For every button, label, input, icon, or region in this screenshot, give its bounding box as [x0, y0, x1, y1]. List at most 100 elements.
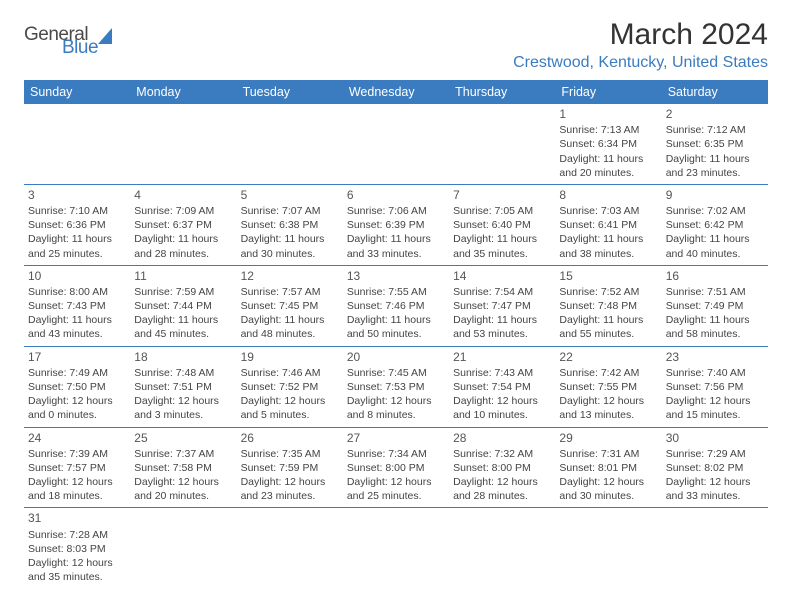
daylight-text: Daylight: 12 hours and 5 minutes. — [241, 394, 339, 422]
sunset-text: Sunset: 6:41 PM — [559, 218, 657, 232]
sunset-text: Sunset: 7:51 PM — [134, 380, 232, 394]
sunset-text: Sunset: 7:44 PM — [134, 299, 232, 313]
daylight-text: Daylight: 12 hours and 3 minutes. — [134, 394, 232, 422]
sunrise-text: Sunrise: 7:06 AM — [347, 204, 445, 218]
calendar-cell: 24Sunrise: 7:39 AMSunset: 7:57 PMDayligh… — [24, 427, 130, 508]
calendar-cell — [343, 104, 449, 184]
sunset-text: Sunset: 8:02 PM — [666, 461, 764, 475]
calendar-cell: 2Sunrise: 7:12 AMSunset: 6:35 PMDaylight… — [662, 104, 768, 184]
calendar-cell — [555, 508, 661, 588]
location-text: Crestwood, Kentucky, United States — [513, 54, 768, 72]
day-number: 12 — [241, 268, 339, 284]
day-number: 28 — [453, 430, 551, 446]
daylight-text: Daylight: 12 hours and 15 minutes. — [666, 394, 764, 422]
weekday-header-row: Sunday Monday Tuesday Wednesday Thursday… — [24, 80, 768, 104]
calendar-cell — [343, 508, 449, 588]
calendar-cell: 21Sunrise: 7:43 AMSunset: 7:54 PMDayligh… — [449, 346, 555, 427]
daylight-text: Daylight: 11 hours and 45 minutes. — [134, 313, 232, 341]
day-number: 4 — [134, 187, 232, 203]
daylight-text: Daylight: 11 hours and 38 minutes. — [559, 232, 657, 260]
calendar-cell — [449, 104, 555, 184]
daylight-text: Daylight: 11 hours and 58 minutes. — [666, 313, 764, 341]
sunset-text: Sunset: 7:43 PM — [28, 299, 126, 313]
calendar-row: 10Sunrise: 8:00 AMSunset: 7:43 PMDayligh… — [24, 265, 768, 346]
weekday-header: Wednesday — [343, 80, 449, 104]
calendar-cell: 1Sunrise: 7:13 AMSunset: 6:34 PMDaylight… — [555, 104, 661, 184]
day-number: 3 — [28, 187, 126, 203]
calendar-cell: 26Sunrise: 7:35 AMSunset: 7:59 PMDayligh… — [237, 427, 343, 508]
calendar-row: 1Sunrise: 7:13 AMSunset: 6:34 PMDaylight… — [24, 104, 768, 184]
calendar-cell: 9Sunrise: 7:02 AMSunset: 6:42 PMDaylight… — [662, 184, 768, 265]
calendar-cell: 25Sunrise: 7:37 AMSunset: 7:58 PMDayligh… — [130, 427, 236, 508]
sunrise-text: Sunrise: 7:57 AM — [241, 285, 339, 299]
calendar-cell: 10Sunrise: 8:00 AMSunset: 7:43 PMDayligh… — [24, 265, 130, 346]
calendar-cell: 12Sunrise: 7:57 AMSunset: 7:45 PMDayligh… — [237, 265, 343, 346]
calendar-row: 24Sunrise: 7:39 AMSunset: 7:57 PMDayligh… — [24, 427, 768, 508]
calendar-cell: 29Sunrise: 7:31 AMSunset: 8:01 PMDayligh… — [555, 427, 661, 508]
sunrise-text: Sunrise: 7:03 AM — [559, 204, 657, 218]
calendar-cell: 6Sunrise: 7:06 AMSunset: 6:39 PMDaylight… — [343, 184, 449, 265]
sunset-text: Sunset: 7:57 PM — [28, 461, 126, 475]
calendar-cell: 4Sunrise: 7:09 AMSunset: 6:37 PMDaylight… — [130, 184, 236, 265]
daylight-text: Daylight: 12 hours and 8 minutes. — [347, 394, 445, 422]
daylight-text: Daylight: 11 hours and 55 minutes. — [559, 313, 657, 341]
page-title: March 2024 — [513, 18, 768, 52]
calendar-cell: 27Sunrise: 7:34 AMSunset: 8:00 PMDayligh… — [343, 427, 449, 508]
day-number: 11 — [134, 268, 232, 284]
sunrise-text: Sunrise: 7:48 AM — [134, 366, 232, 380]
day-number: 6 — [347, 187, 445, 203]
sunset-text: Sunset: 8:01 PM — [559, 461, 657, 475]
daylight-text: Daylight: 11 hours and 48 minutes. — [241, 313, 339, 341]
sunrise-text: Sunrise: 7:46 AM — [241, 366, 339, 380]
sunrise-text: Sunrise: 8:00 AM — [28, 285, 126, 299]
sunrise-text: Sunrise: 7:29 AM — [666, 447, 764, 461]
sunrise-text: Sunrise: 7:09 AM — [134, 204, 232, 218]
calendar-cell — [662, 508, 768, 588]
day-number: 2 — [666, 106, 764, 122]
calendar-cell — [130, 104, 236, 184]
daylight-text: Daylight: 11 hours and 30 minutes. — [241, 232, 339, 260]
calendar-cell: 18Sunrise: 7:48 AMSunset: 7:51 PMDayligh… — [130, 346, 236, 427]
day-number: 10 — [28, 268, 126, 284]
daylight-text: Daylight: 11 hours and 43 minutes. — [28, 313, 126, 341]
day-number: 21 — [453, 349, 551, 365]
sunrise-text: Sunrise: 7:28 AM — [28, 528, 126, 542]
sunrise-text: Sunrise: 7:43 AM — [453, 366, 551, 380]
daylight-text: Daylight: 12 hours and 18 minutes. — [28, 475, 126, 503]
day-number: 14 — [453, 268, 551, 284]
sunset-text: Sunset: 7:48 PM — [559, 299, 657, 313]
sunset-text: Sunset: 6:34 PM — [559, 137, 657, 151]
calendar-cell: 19Sunrise: 7:46 AMSunset: 7:52 PMDayligh… — [237, 346, 343, 427]
sunset-text: Sunset: 6:42 PM — [666, 218, 764, 232]
sunrise-text: Sunrise: 7:55 AM — [347, 285, 445, 299]
weekday-header: Sunday — [24, 80, 130, 104]
daylight-text: Daylight: 12 hours and 25 minutes. — [347, 475, 445, 503]
sunrise-text: Sunrise: 7:10 AM — [28, 204, 126, 218]
sunrise-text: Sunrise: 7:37 AM — [134, 447, 232, 461]
calendar-row: 17Sunrise: 7:49 AMSunset: 7:50 PMDayligh… — [24, 346, 768, 427]
calendar-cell — [130, 508, 236, 588]
sunset-text: Sunset: 6:35 PM — [666, 137, 764, 151]
daylight-text: Daylight: 12 hours and 20 minutes. — [134, 475, 232, 503]
sunrise-text: Sunrise: 7:40 AM — [666, 366, 764, 380]
weekday-header: Saturday — [662, 80, 768, 104]
weekday-header: Tuesday — [237, 80, 343, 104]
sunset-text: Sunset: 7:56 PM — [666, 380, 764, 394]
calendar-cell: 22Sunrise: 7:42 AMSunset: 7:55 PMDayligh… — [555, 346, 661, 427]
sunset-text: Sunset: 6:40 PM — [453, 218, 551, 232]
day-number: 23 — [666, 349, 764, 365]
sunrise-text: Sunrise: 7:59 AM — [134, 285, 232, 299]
day-number: 22 — [559, 349, 657, 365]
sunset-text: Sunset: 8:00 PM — [453, 461, 551, 475]
daylight-text: Daylight: 11 hours and 50 minutes. — [347, 313, 445, 341]
sunrise-text: Sunrise: 7:54 AM — [453, 285, 551, 299]
calendar-cell: 23Sunrise: 7:40 AMSunset: 7:56 PMDayligh… — [662, 346, 768, 427]
calendar-cell: 17Sunrise: 7:49 AMSunset: 7:50 PMDayligh… — [24, 346, 130, 427]
daylight-text: Daylight: 12 hours and 35 minutes. — [28, 556, 126, 584]
sunset-text: Sunset: 7:54 PM — [453, 380, 551, 394]
daylight-text: Daylight: 11 hours and 28 minutes. — [134, 232, 232, 260]
sunrise-text: Sunrise: 7:42 AM — [559, 366, 657, 380]
calendar-cell: 3Sunrise: 7:10 AMSunset: 6:36 PMDaylight… — [24, 184, 130, 265]
sunset-text: Sunset: 7:50 PM — [28, 380, 126, 394]
sunrise-text: Sunrise: 7:07 AM — [241, 204, 339, 218]
